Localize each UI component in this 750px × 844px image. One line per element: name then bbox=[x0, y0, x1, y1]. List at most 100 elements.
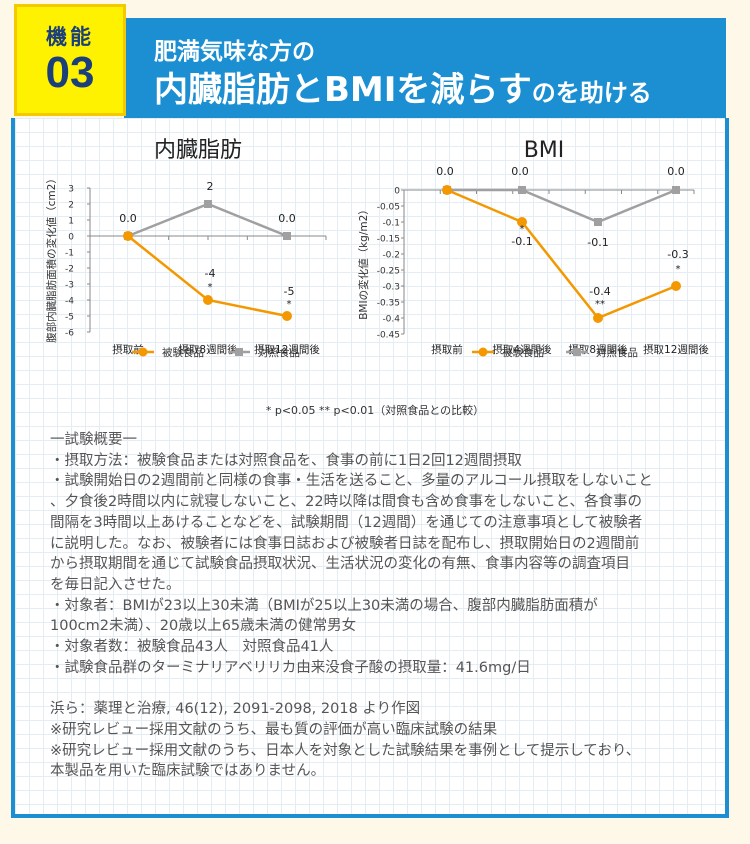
y-tick-label: -0.25 bbox=[377, 267, 400, 277]
y-tick-label: -0.4 bbox=[382, 315, 400, 325]
note-line: ・試験開始日の2週間前と同様の食事・生活を送ること、多量のアルコール摂取をしない… bbox=[50, 473, 653, 490]
data-point bbox=[518, 186, 526, 194]
study-notes: 一試験概要一 ・摂取方法：被験食品または対照食品を、食事の前に1日2回12週間摂取… bbox=[50, 430, 730, 782]
data-point bbox=[517, 217, 527, 227]
badge-label: 機能 bbox=[46, 25, 94, 49]
data-label: 0.0 bbox=[278, 212, 296, 225]
y-tick-label: -0.1 bbox=[382, 219, 400, 229]
data-label: -0.1 bbox=[587, 236, 608, 249]
header: 機能 03 肥満気味な方の 内臓脂肪とBMIを減らすのを助ける bbox=[0, 0, 750, 122]
y-tick-label: 1 bbox=[68, 217, 74, 227]
title-line2: 内臓脂肪とBMIを減らすのを助ける bbox=[154, 62, 652, 111]
note-line: 間隔を3時間以上あけることなどを、試験期間（12週間）を通じての注意事項として被… bbox=[50, 514, 643, 531]
data-label: 2 bbox=[207, 180, 214, 193]
note-line: に説明した。なお、被験者には食事日誌および被験者日誌を配布し、摂取開始日の2週間… bbox=[50, 535, 640, 552]
data-label: 0.0 bbox=[511, 165, 529, 178]
reference-line: 浜ら：薬理と治療, 46(12), 2091-2098, 2018 より作図 bbox=[50, 701, 421, 718]
significance-mark: * bbox=[520, 224, 525, 235]
badge-number: 03 bbox=[45, 48, 95, 97]
significance-mark: * bbox=[676, 264, 681, 275]
y-tick-label: 2 bbox=[68, 201, 74, 211]
y-tick-label: -0.35 bbox=[377, 299, 400, 309]
data-point bbox=[442, 185, 452, 195]
data-point bbox=[203, 295, 213, 305]
note-line: 100cm2未満）、20歳以上65歳未満の健常男女 bbox=[50, 618, 357, 635]
y-tick-label: -0.2 bbox=[382, 251, 400, 261]
function-badge: 機能 03 bbox=[14, 4, 126, 116]
title-bar: 肥満気味な方の 内臓脂肪とBMIを減らすのを助ける bbox=[124, 18, 726, 118]
data-point bbox=[282, 311, 292, 321]
data-point bbox=[594, 218, 602, 226]
data-point bbox=[672, 186, 680, 194]
data-label: 0.0 bbox=[436, 165, 454, 178]
note-line: ・対象者数：被験食品43人 対照食品41人 bbox=[50, 639, 334, 656]
series-line bbox=[447, 188, 677, 224]
y-tick-label: -6 bbox=[65, 329, 74, 339]
x-category-label: 摂取12週間後 bbox=[643, 343, 709, 356]
legend-marker bbox=[138, 347, 148, 357]
note-line: ・対象者：BMIが23以上30未満（BMIが25以上30未満の場合、腹部内臓脂肪… bbox=[50, 597, 598, 614]
significance-mark: * bbox=[287, 299, 292, 310]
y-tick-label: -2 bbox=[65, 265, 74, 275]
chart-title-visceral-fat: 内臓脂肪 bbox=[154, 138, 242, 163]
note-line: ・試験食品群のターミナリアベリリカ由来没食子酸の摂取量：41.6mg/日 bbox=[50, 659, 531, 676]
y-tick-label: -4 bbox=[65, 297, 74, 307]
reference-line: ※研究レビュー採用文献のうち、最も質の評価が高い臨床試験の結果 bbox=[50, 721, 498, 738]
y-tick-label: -0.05 bbox=[377, 203, 400, 213]
note-line: 一試験概要一 bbox=[50, 432, 137, 448]
x-category-label: 摂取12週間後 bbox=[254, 343, 320, 356]
y-tick-label: 3 bbox=[68, 185, 74, 195]
legend-marker bbox=[573, 348, 581, 356]
y-axis-label: 腹部内臓脂肪面積の変化値（cm2） bbox=[45, 173, 58, 343]
reference-line: 本製品を用いた臨床試験ではありません。 bbox=[50, 763, 326, 780]
legend-marker bbox=[478, 347, 488, 357]
data-point bbox=[671, 281, 681, 291]
data-label: -5 bbox=[284, 285, 295, 298]
data-label: 0.0 bbox=[119, 212, 137, 225]
significance-mark: ** bbox=[595, 299, 605, 310]
legend-marker bbox=[235, 348, 243, 356]
y-tick-label: -1 bbox=[65, 249, 74, 259]
y-tick-label: -0.45 bbox=[377, 331, 400, 341]
data-point bbox=[593, 313, 603, 323]
series-line bbox=[127, 202, 288, 238]
references-list: 浜ら：薬理と治療, 46(12), 2091-2098, 2018 より作図 ※研… bbox=[50, 699, 730, 782]
data-label: -4 bbox=[205, 267, 216, 280]
x-category-label: 摂取8週間後 bbox=[178, 343, 238, 356]
notes-list: 一試験概要一 ・摂取方法：被験食品または対照食品を、食事の前に1日2回12週間摂取… bbox=[50, 430, 730, 678]
note-line: から摂取期間を通じて試験食品摂取状況、生活状況の変化の有無、食事内容等の調査項目 bbox=[50, 556, 630, 573]
title-line2-small: のを助ける bbox=[531, 79, 652, 107]
title-line1: 肥満気味な方の bbox=[154, 39, 315, 65]
chart-title-bmi: BMI bbox=[524, 138, 565, 163]
series-line bbox=[446, 188, 677, 320]
y-tick-label: -5 bbox=[65, 313, 74, 323]
y-tick-label: -3 bbox=[65, 281, 74, 291]
charts: 内臓脂肪 BMI 3 2 1 0 -1 -2 -3 -4 -5 -6 腹部内臓脂肪面積の変化値（cm… bbox=[45, 138, 709, 417]
data-point bbox=[283, 232, 291, 240]
y-axis-label: BMIの変化値（kg/m2） bbox=[357, 204, 370, 320]
y-tick-label: 0 bbox=[394, 187, 400, 197]
note-line: を毎日記入させた。 bbox=[50, 576, 181, 593]
chart-bmi: 0 -0.05 -0.1 -0.15 -0.2 -0.25 -0.3 -0.35 -0.4 -0.… bbox=[357, 165, 709, 359]
y-tick-label: -0.3 bbox=[382, 283, 400, 293]
note-line: 、夕食後2時間以内に就寝しないこと、22時以降は間食も含め食事をしないこと、各食… bbox=[50, 494, 643, 511]
data-point bbox=[204, 200, 212, 208]
data-point bbox=[123, 231, 133, 241]
data-label: -0.1 bbox=[511, 235, 532, 248]
x-category-label: 摂取前 bbox=[431, 343, 463, 356]
y-tick-label: 0 bbox=[68, 233, 74, 243]
legend-label: 被験食品 bbox=[162, 346, 204, 359]
reference-line: ※研究レビュー採用文献のうち、日本人を対象とした試験結果を事例として提示しており… bbox=[50, 742, 641, 759]
data-label: 0.0 bbox=[667, 165, 685, 178]
data-label: -0.4 bbox=[589, 285, 610, 298]
legend-label: 被験食品 bbox=[502, 346, 544, 359]
title-line2-main: 内臓脂肪とBMIを減らす bbox=[154, 70, 532, 110]
legend-label: 対照食品 bbox=[258, 346, 300, 359]
x-category-label: 摂取4週間後 bbox=[492, 343, 552, 356]
y-tick-label: -0.15 bbox=[377, 235, 400, 245]
significance-note: * p<0.05 ** p<0.01（対照食品との比較） bbox=[266, 403, 484, 417]
data-label: -0.3 bbox=[667, 248, 688, 261]
legend-label: 対照食品 bbox=[596, 346, 638, 359]
significance-mark: * bbox=[208, 282, 213, 293]
